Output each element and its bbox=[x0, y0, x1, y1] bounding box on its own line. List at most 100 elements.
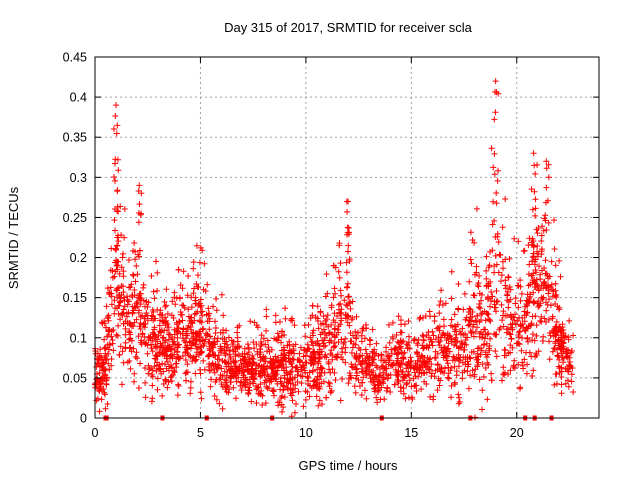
data-point bbox=[95, 386, 102, 393]
data-point bbox=[346, 322, 353, 329]
data-point bbox=[108, 245, 115, 252]
data-point bbox=[317, 373, 324, 380]
data-point bbox=[265, 373, 272, 380]
data-point bbox=[491, 217, 498, 224]
data-point bbox=[140, 297, 147, 304]
y-tick-label: 0.35 bbox=[63, 131, 87, 145]
data-point bbox=[473, 205, 480, 212]
data-point bbox=[481, 341, 488, 348]
data-point bbox=[378, 352, 385, 359]
data-point bbox=[344, 231, 351, 238]
data-point bbox=[511, 235, 518, 242]
data-point bbox=[153, 258, 160, 265]
data-point bbox=[118, 264, 125, 271]
data-point bbox=[162, 377, 169, 384]
data-point bbox=[388, 346, 395, 353]
data-point bbox=[533, 332, 540, 339]
data-point bbox=[281, 332, 288, 339]
data-point bbox=[126, 284, 133, 291]
data-point bbox=[488, 145, 495, 152]
data-point bbox=[502, 285, 509, 292]
data-point bbox=[119, 311, 126, 318]
data-point bbox=[157, 365, 164, 372]
data-point bbox=[137, 360, 144, 367]
data-point bbox=[521, 312, 528, 319]
data-point bbox=[532, 266, 539, 273]
data-point bbox=[448, 295, 455, 302]
data-point bbox=[538, 232, 545, 239]
data-point bbox=[442, 346, 449, 353]
data-point bbox=[281, 352, 288, 359]
data-point bbox=[370, 367, 377, 374]
data-point bbox=[544, 272, 551, 279]
data-point bbox=[219, 383, 226, 390]
data-point bbox=[538, 238, 545, 245]
data-point bbox=[444, 330, 451, 337]
data-point bbox=[399, 360, 406, 367]
data-point bbox=[482, 317, 489, 324]
data-point bbox=[345, 198, 352, 205]
data-point bbox=[344, 224, 351, 231]
data-point bbox=[113, 257, 120, 264]
data-point bbox=[227, 354, 234, 361]
data-point bbox=[316, 342, 323, 349]
data-point bbox=[105, 317, 112, 324]
data-point bbox=[233, 365, 240, 372]
data-point bbox=[291, 409, 298, 416]
data-point bbox=[148, 341, 155, 348]
data-point bbox=[462, 356, 469, 363]
data-point bbox=[495, 238, 502, 245]
data-point bbox=[529, 254, 536, 261]
data-point bbox=[568, 371, 575, 378]
data-point bbox=[476, 304, 483, 311]
data-point bbox=[113, 102, 120, 109]
data-point bbox=[391, 345, 398, 352]
data-point bbox=[520, 248, 527, 255]
data-point bbox=[467, 314, 474, 321]
data-point bbox=[195, 284, 202, 291]
data-point bbox=[553, 291, 560, 298]
data-point bbox=[455, 356, 462, 363]
data-point bbox=[530, 250, 537, 257]
data-point bbox=[462, 316, 469, 323]
y-tick-label: 0.4 bbox=[70, 91, 87, 105]
data-point bbox=[434, 350, 441, 357]
data-point bbox=[476, 272, 483, 279]
data-point bbox=[526, 261, 533, 268]
data-point bbox=[434, 387, 441, 394]
data-point bbox=[500, 323, 507, 330]
data-point bbox=[118, 232, 125, 239]
data-point bbox=[558, 327, 565, 334]
data-point bbox=[441, 332, 448, 339]
data-point bbox=[161, 339, 168, 346]
data-point bbox=[451, 342, 458, 349]
data-point bbox=[230, 384, 237, 391]
data-point bbox=[268, 376, 275, 383]
data-point bbox=[459, 325, 466, 332]
data-point bbox=[135, 309, 142, 316]
data-point bbox=[371, 346, 378, 353]
data-point bbox=[280, 344, 287, 351]
data-point bbox=[448, 268, 455, 275]
data-point bbox=[396, 361, 403, 368]
data-point bbox=[511, 357, 518, 364]
data-point bbox=[116, 302, 123, 309]
data-point bbox=[469, 237, 476, 244]
data-point bbox=[521, 356, 528, 363]
data-point bbox=[445, 370, 452, 377]
data-point bbox=[466, 305, 473, 312]
data-point bbox=[196, 317, 203, 324]
data-point bbox=[551, 326, 558, 333]
data-point bbox=[366, 368, 373, 375]
data-point bbox=[537, 276, 544, 283]
data-point bbox=[290, 343, 297, 350]
data-point bbox=[134, 355, 141, 362]
data-point bbox=[559, 321, 566, 328]
data-point bbox=[154, 375, 161, 382]
data-point bbox=[253, 400, 260, 407]
data-point bbox=[334, 312, 341, 319]
data-point bbox=[197, 296, 204, 303]
data-point bbox=[538, 294, 545, 301]
data-point bbox=[151, 363, 158, 370]
data-point bbox=[314, 366, 321, 373]
